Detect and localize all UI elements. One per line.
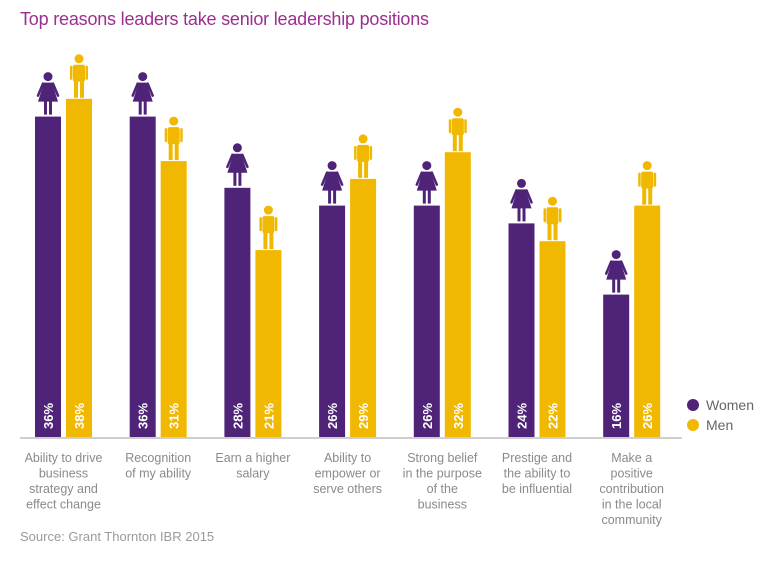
woman-icon — [510, 178, 533, 222]
category-label: of the — [427, 482, 458, 496]
category-label: business — [418, 498, 467, 512]
data-label: 24% — [515, 403, 530, 429]
bar-men-0 — [66, 98, 92, 438]
legend-swatch — [687, 419, 699, 431]
category-label: of my ability — [125, 467, 192, 481]
man-icon — [354, 134, 373, 178]
category-label: in the purpose — [403, 467, 482, 481]
man-icon — [448, 107, 467, 152]
category-label: in the local — [602, 498, 662, 512]
man-icon — [638, 161, 657, 205]
woman-icon — [131, 72, 154, 115]
legend-label: Men — [706, 417, 733, 433]
chart-title: Top reasons leaders take senior leadersh… — [20, 9, 429, 29]
man-icon — [259, 205, 278, 250]
category-label: contribution — [599, 482, 664, 496]
data-label: 36% — [136, 403, 151, 429]
data-label: 26% — [640, 403, 655, 429]
bar-women-3 — [319, 205, 346, 437]
category-label: Strong belief — [407, 451, 478, 465]
category-label: effect change — [26, 498, 101, 512]
bar-women-2 — [224, 187, 251, 437]
category-label: empower or — [315, 467, 381, 481]
woman-icon — [604, 250, 628, 293]
category-label: salary — [236, 467, 270, 481]
category-label: community — [601, 513, 662, 527]
data-label: 26% — [420, 403, 435, 429]
category-label: serve others — [313, 482, 382, 496]
legend-label: Women — [706, 397, 754, 413]
data-label: 26% — [325, 403, 340, 429]
man-icon — [543, 196, 562, 241]
bar-women-0 — [35, 116, 61, 437]
category-label: be influential — [502, 482, 572, 496]
bar-women-5 — [508, 223, 535, 437]
data-label: 28% — [230, 403, 245, 429]
data-label: 16% — [609, 403, 624, 429]
category-label: positive — [611, 467, 653, 481]
bar-men-1 — [160, 161, 187, 437]
bar-men-2 — [255, 250, 282, 437]
woman-icon — [226, 143, 249, 186]
bar-men-6 — [634, 205, 661, 437]
data-label: 36% — [41, 403, 56, 429]
woman-icon — [415, 161, 439, 204]
bar-women-6 — [603, 294, 630, 437]
man-icon — [70, 54, 88, 98]
bar-women-1 — [129, 116, 156, 437]
data-label: 29% — [356, 403, 371, 429]
woman-icon — [320, 161, 344, 204]
chart-source: Source: Grant Thornton IBR 2015 — [20, 529, 215, 544]
category-label: Prestige and — [502, 451, 572, 465]
data-label: 21% — [261, 403, 276, 429]
category-label: the ability to — [504, 467, 571, 481]
category-label: Ability to drive — [25, 451, 103, 465]
category-label: Make a — [611, 451, 652, 465]
man-icon — [164, 116, 183, 161]
category-label: business — [39, 467, 88, 481]
data-label: 31% — [167, 403, 182, 429]
data-label: 22% — [546, 403, 561, 429]
data-label: 32% — [451, 403, 466, 429]
legend-swatch — [687, 399, 699, 411]
bar-men-4 — [444, 152, 471, 437]
bar-men-3 — [350, 178, 377, 437]
category-label: Recognition — [125, 451, 191, 465]
woman-icon — [36, 72, 60, 115]
category-label: Earn a higher — [215, 451, 290, 465]
category-label: Ability to — [324, 451, 371, 465]
category-label: strategy and — [29, 482, 98, 496]
bar-men-5 — [539, 241, 566, 437]
bar-women-4 — [413, 205, 440, 437]
data-label: 38% — [72, 403, 87, 429]
